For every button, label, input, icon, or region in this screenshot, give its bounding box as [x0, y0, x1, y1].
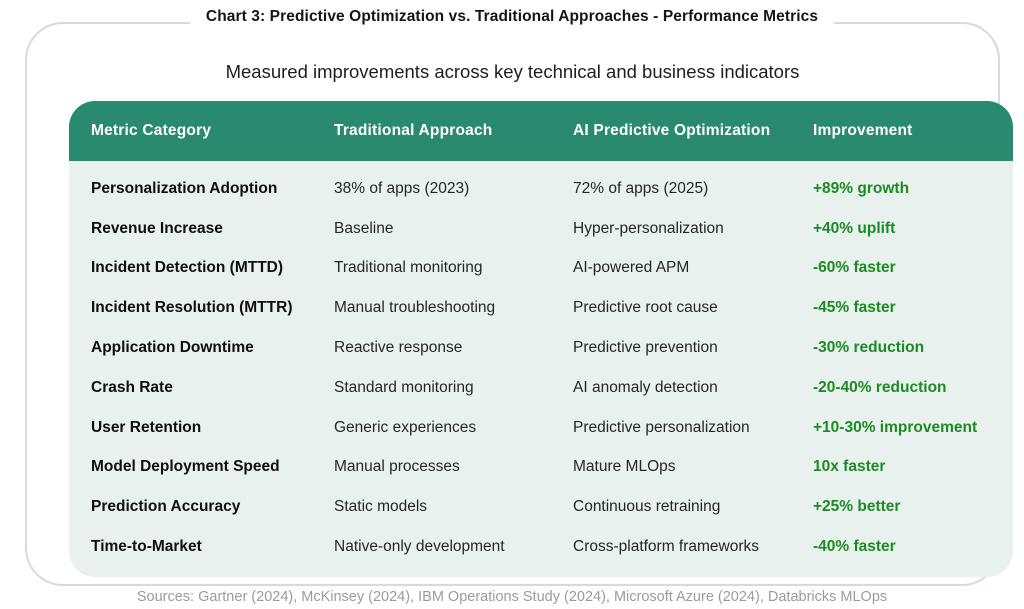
improvement-cell: -20-40% reduction: [813, 378, 947, 396]
metric-category-cell: Incident Detection (MTTD): [91, 259, 284, 277]
ai-optimization-cell: Predictive personalization: [573, 418, 750, 436]
column-header-traditional-approach: Traditional Approach: [334, 122, 493, 139]
traditional-approach-cell: Traditional monitoring: [334, 259, 483, 277]
ai-optimization-cell: 72% of apps (2025): [573, 179, 709, 197]
ai-optimization-cell: AI-powered APM: [573, 259, 690, 277]
table-row: Incident Detection (MTTD) Traditional mon…: [69, 249, 1013, 289]
ai-optimization-cell: Predictive prevention: [573, 339, 718, 357]
column-header-ai-predictive-optimization: AI Predictive Optimization: [573, 122, 771, 139]
ai-optimization-cell: Predictive root cause: [573, 299, 718, 317]
improvement-cell: +25% better: [813, 498, 901, 516]
metric-category-cell: Crash Rate: [91, 378, 173, 396]
table-row: Time-to-Market Native-only development Cro…: [69, 527, 1013, 567]
metric-category-cell: Time-to-Market: [91, 538, 202, 556]
metric-category-cell: Incident Resolution (MTTR): [91, 299, 293, 317]
table-row: Incident Resolution (MTTR) Manual trouble…: [69, 288, 1013, 328]
traditional-approach-cell: Native-only development: [334, 538, 505, 556]
improvement-cell: -45% faster: [813, 299, 896, 317]
improvement-cell: +10-30% improvement: [813, 418, 978, 436]
table-row: User Retention Generic experiences Predict…: [69, 408, 1013, 448]
chart-card: Measured improvements across key technic…: [25, 22, 1013, 586]
chart-title: Chart 3: Predictive Optimization vs. Tra…: [189, 8, 835, 26]
traditional-approach-cell: Manual troubleshooting: [334, 299, 496, 317]
ai-optimization-cell: Hyper-personalization: [573, 219, 724, 237]
table-row: Crash Rate Standard monitoring AI anomaly …: [69, 368, 1013, 408]
traditional-approach-cell: 38% of apps (2023): [334, 179, 470, 197]
metrics-table: Metric Category Traditional Approach AI Pr…: [69, 101, 1013, 577]
metric-category-cell: Personalization Adoption: [91, 179, 278, 197]
traditional-approach-cell: Reactive response: [334, 339, 463, 357]
ai-optimization-cell: Continuous retraining: [573, 498, 721, 516]
metric-category-cell: Prediction Accuracy: [91, 498, 241, 516]
table-row: Model Deployment Speed Manual processes Ma…: [69, 448, 1013, 488]
traditional-approach-cell: Baseline: [334, 219, 394, 237]
table-row: Personalization Adoption 38% of apps (202…: [69, 169, 1013, 209]
improvement-cell: -40% faster: [813, 538, 896, 556]
traditional-approach-cell: Standard monitoring: [334, 378, 474, 396]
metric-category-cell: Model Deployment Speed: [91, 458, 280, 476]
traditional-approach-cell: Static models: [334, 498, 428, 516]
sources-note: Sources: Gartner (2024), McKinsey (2024)…: [118, 589, 906, 605]
traditional-approach-cell: Manual processes: [334, 458, 460, 476]
improvement-cell: +40% uplift: [813, 219, 896, 237]
improvement-cell: -60% faster: [813, 259, 896, 277]
table-row: Revenue Increase Baseline Hyper-personaliz…: [69, 209, 1013, 249]
table-header-row: Metric Category Traditional Approach AI Pr…: [69, 101, 1013, 161]
table-row: Prediction Accuracy Static models Continuo…: [69, 487, 1013, 527]
column-header-metric-category: Metric Category: [91, 122, 212, 139]
metric-category-cell: Application Downtime: [91, 339, 254, 357]
metric-category-cell: Revenue Increase: [91, 219, 223, 237]
ai-optimization-cell: AI anomaly detection: [573, 378, 718, 396]
improvement-cell: 10x faster: [813, 458, 886, 476]
ai-optimization-cell: Cross-platform frameworks: [573, 538, 760, 556]
traditional-approach-cell: Generic experiences: [334, 418, 477, 436]
improvement-cell: -30% reduction: [813, 339, 925, 357]
ai-optimization-cell: Mature MLOps: [573, 458, 676, 476]
table-body: Personalization Adoption 38% of apps (202…: [69, 161, 1013, 577]
improvement-cell: +89% growth: [813, 179, 910, 197]
table-row: Application Downtime Reactive response Pre…: [69, 328, 1013, 368]
column-header-improvement: Improvement: [813, 122, 913, 139]
chart-subtitle: Measured improvements across key technic…: [225, 61, 800, 82]
metric-category-cell: User Retention: [91, 418, 202, 436]
